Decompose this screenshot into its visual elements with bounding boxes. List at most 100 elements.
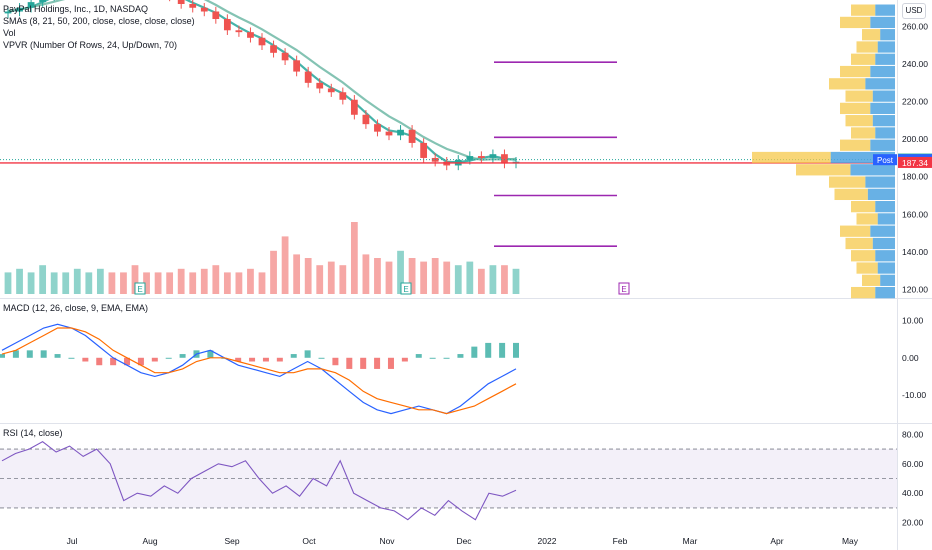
rsi-legend[interactable]: RSI (14, close) bbox=[3, 428, 63, 438]
volume-bar bbox=[258, 272, 266, 294]
candle-body bbox=[327, 88, 335, 93]
price-tick-label: 180.00 bbox=[902, 172, 928, 182]
earnings-marker bbox=[618, 282, 630, 295]
post-tag: Post bbox=[877, 156, 894, 165]
macd-histogram-bar bbox=[68, 357, 75, 359]
candle-body bbox=[374, 124, 381, 132]
x-tick-label: Dec bbox=[456, 536, 472, 546]
candle-body bbox=[293, 60, 301, 72]
macd-histogram-bar bbox=[485, 342, 492, 358]
volume-bar bbox=[177, 268, 185, 294]
vpvr-down-bar bbox=[856, 262, 878, 274]
vpvr-up-bar bbox=[875, 4, 895, 16]
earnings-label: E bbox=[137, 285, 142, 294]
volume-bar bbox=[143, 272, 150, 294]
volume-bar bbox=[350, 222, 358, 294]
vpvr-down-bar bbox=[851, 53, 876, 65]
macd-histogram-bar bbox=[401, 357, 408, 362]
macd-histogram-bar bbox=[443, 357, 450, 359]
vpvr-up-bar bbox=[880, 274, 895, 286]
macd-histogram-bar bbox=[179, 354, 186, 358]
candle-body bbox=[339, 92, 347, 100]
x-tick-label: Feb bbox=[613, 536, 628, 546]
price-tick-label: 240.00 bbox=[902, 59, 928, 69]
price-tick-label: 120.00 bbox=[902, 284, 928, 294]
candle-body bbox=[270, 45, 277, 53]
vpvr-up-bar bbox=[865, 78, 895, 90]
rsi-line bbox=[1, 441, 517, 521]
rsi-tick-label: 80.00 bbox=[902, 429, 924, 439]
volume-bar bbox=[73, 268, 81, 294]
earnings-marker bbox=[400, 282, 412, 295]
currency-badge[interactable]: USD bbox=[902, 3, 926, 19]
macd-histogram-bar bbox=[165, 357, 172, 359]
volume-bar bbox=[62, 272, 70, 294]
candle-body bbox=[27, 2, 35, 8]
macd-histogram-bar bbox=[387, 357, 394, 369]
sma-legend[interactable]: SMAs (8, 21, 50, 200, close, close, clos… bbox=[3, 16, 195, 26]
vpvr-down-bar bbox=[840, 16, 871, 29]
macd-tick-label: -10.00 bbox=[902, 390, 926, 400]
x-tick-label: Sep bbox=[224, 536, 239, 546]
vpvr-down-bar bbox=[851, 250, 876, 262]
vpvr-down-bar bbox=[845, 115, 873, 127]
vpvr-down-bar bbox=[829, 78, 866, 90]
macd-legend[interactable]: MACD (12, 26, close, 9, EMA, EMA) bbox=[3, 303, 149, 313]
vol-legend[interactable]: Vol bbox=[3, 28, 16, 38]
vpvr-up-bar bbox=[870, 225, 895, 237]
price-label-bg bbox=[898, 156, 932, 168]
macd-histogram-bar bbox=[12, 350, 19, 358]
macd-histogram-bar bbox=[429, 357, 436, 359]
symbol-title[interactable]: PayPal Holdings, Inc., 1D, NASDAQ bbox=[3, 4, 149, 14]
candle-body bbox=[16, 7, 23, 12]
volume-bar bbox=[85, 272, 93, 294]
macd-histogram-bar bbox=[262, 357, 269, 362]
macd-histogram-bar bbox=[249, 357, 256, 362]
vpvr-down-bar bbox=[845, 237, 873, 250]
volume-bar bbox=[512, 268, 520, 294]
candle-body bbox=[501, 154, 508, 164]
candle-body bbox=[281, 52, 289, 61]
macd-histogram-bar bbox=[332, 357, 339, 366]
vpvr-up-bar bbox=[830, 151, 895, 164]
candle-body bbox=[200, 7, 208, 12]
volume-bar bbox=[466, 261, 474, 294]
macd-histogram-bar bbox=[290, 354, 297, 358]
macd-line bbox=[1, 323, 517, 415]
candle-body bbox=[477, 156, 485, 158]
macd-histogram-bar bbox=[304, 350, 311, 358]
candle-body bbox=[247, 32, 254, 38]
candle-body bbox=[212, 11, 220, 20]
vpvr-down-bar bbox=[862, 29, 881, 41]
volume-bar bbox=[39, 265, 47, 294]
volume-bar bbox=[431, 258, 439, 294]
x-tick-label: Oct bbox=[302, 536, 316, 546]
vpvr-down-bar bbox=[856, 213, 878, 225]
vpvr-down-bar bbox=[856, 41, 878, 53]
vpvr-down-bar bbox=[851, 4, 876, 16]
volume-bar bbox=[454, 265, 462, 294]
vpvr-up-bar bbox=[870, 16, 895, 29]
volume-bar bbox=[327, 261, 335, 294]
volume-bar bbox=[304, 258, 312, 294]
price-tick-label: 200.00 bbox=[902, 134, 928, 144]
volume-bar bbox=[200, 268, 208, 294]
rsi-tick-label: 40.00 bbox=[902, 488, 924, 498]
volume-bar bbox=[501, 265, 508, 294]
price-tick-label: 220.00 bbox=[902, 97, 928, 107]
sma-line bbox=[7, 0, 517, 161]
macd-histogram-bar bbox=[235, 357, 242, 362]
macd-line bbox=[1, 327, 517, 415]
vpvr-up-bar bbox=[877, 41, 895, 53]
rsi-tick-label: 60.00 bbox=[902, 459, 924, 469]
vpvr-legend[interactable]: VPVR (Number Of Rows, 24, Up/Down, 70) bbox=[3, 40, 178, 50]
vpvr-up-bar bbox=[875, 250, 895, 262]
x-tick-label: 2022 bbox=[538, 536, 557, 546]
vpvr-down-bar bbox=[840, 139, 871, 151]
candle-body bbox=[408, 129, 416, 143]
price-tick-label: 260.00 bbox=[902, 22, 928, 32]
x-tick-label: Aug bbox=[142, 536, 157, 546]
macd-histogram-bar bbox=[276, 357, 283, 362]
candle-body bbox=[39, 0, 47, 3]
